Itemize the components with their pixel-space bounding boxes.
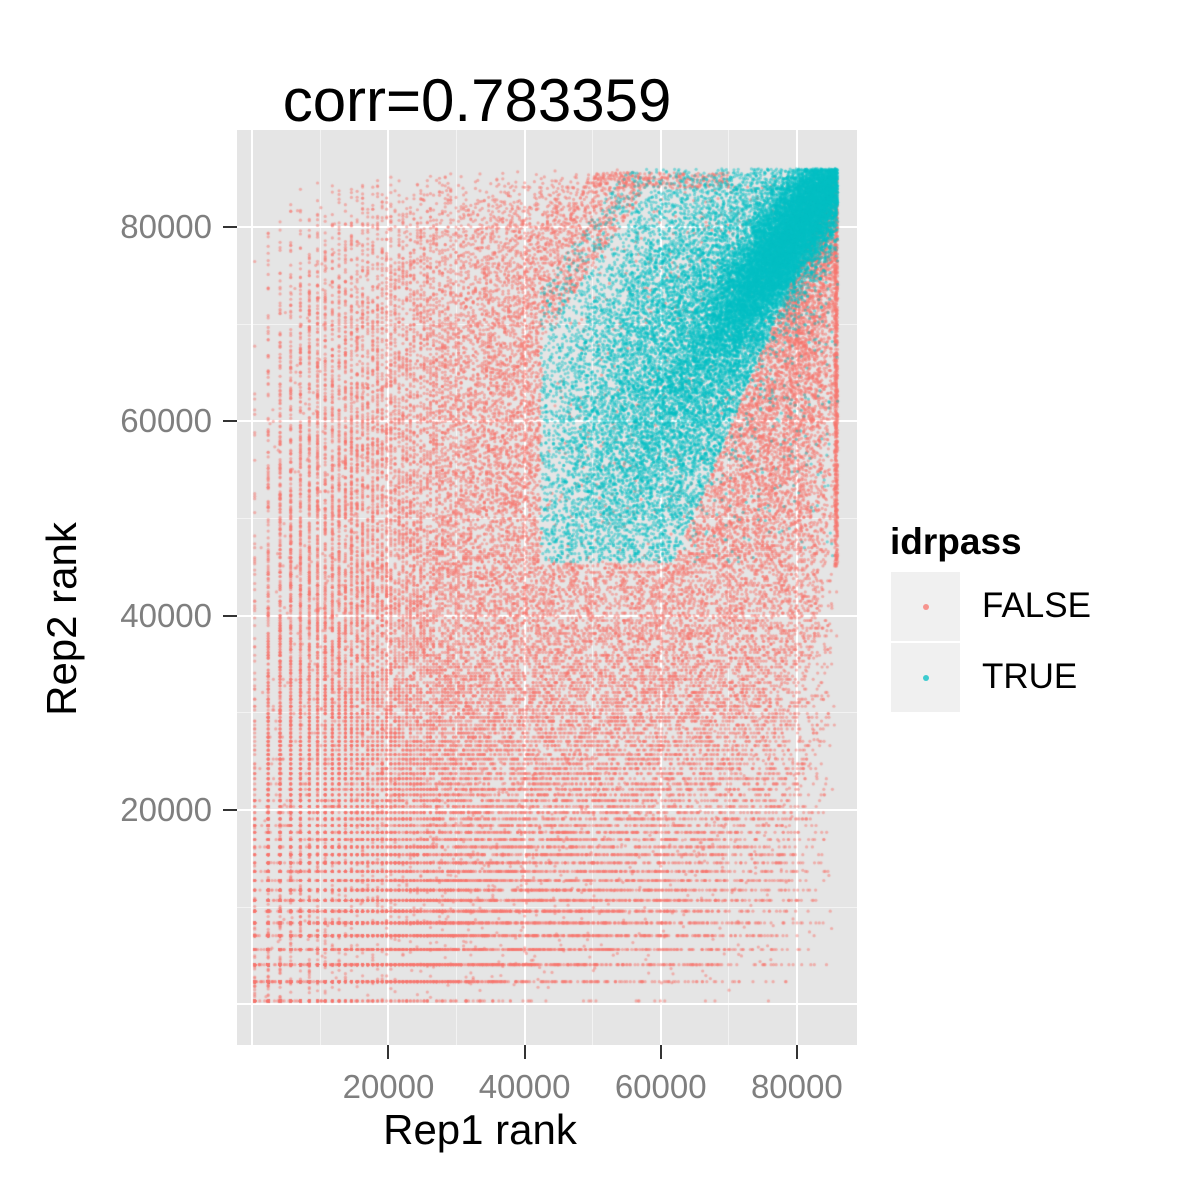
plot-panel (237, 130, 857, 1045)
x-tick-mark (659, 1045, 662, 1059)
x-tick-label: 80000 (750, 1068, 843, 1105)
legend-key-true (891, 643, 960, 712)
legend-point-swatch-false-icon (922, 603, 929, 610)
y-tick-mark (223, 226, 237, 229)
x-tick-mark (387, 1045, 390, 1059)
legend-key-false (891, 572, 960, 641)
legend-point-swatch-true-icon (922, 674, 929, 681)
y-tick-label: 20000 (120, 790, 212, 828)
y-tick-mark (223, 420, 237, 423)
x-tick-label: 60000 (614, 1068, 707, 1105)
y-tick-mark (223, 614, 237, 617)
legend-label-true: TRUE (982, 657, 1078, 696)
x-tick-label: 40000 (478, 1068, 571, 1105)
y-axis-title: Rep2 rank (38, 522, 85, 716)
y-tick-mark (223, 808, 237, 811)
x-tick-label: 20000 (342, 1068, 435, 1105)
x-tick-mark (523, 1045, 526, 1059)
y-tick-label: 80000 (120, 208, 212, 246)
y-tick-label: 40000 (120, 596, 212, 634)
plot-title: corr=0.783359 (282, 67, 672, 134)
legend-label-false: FALSE (982, 586, 1091, 625)
legend-title: idrpass (890, 521, 1022, 562)
y-tick-label: 60000 (120, 402, 212, 440)
x-axis-title: Rep1 rank (383, 1106, 577, 1153)
scatter-points-canvas (237, 130, 857, 1045)
x-tick-mark (795, 1045, 798, 1059)
